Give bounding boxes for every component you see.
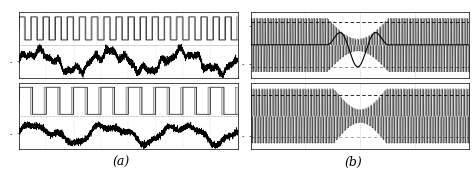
Text: (b): (b) [344,156,362,169]
Text: (a): (a) [112,156,129,169]
